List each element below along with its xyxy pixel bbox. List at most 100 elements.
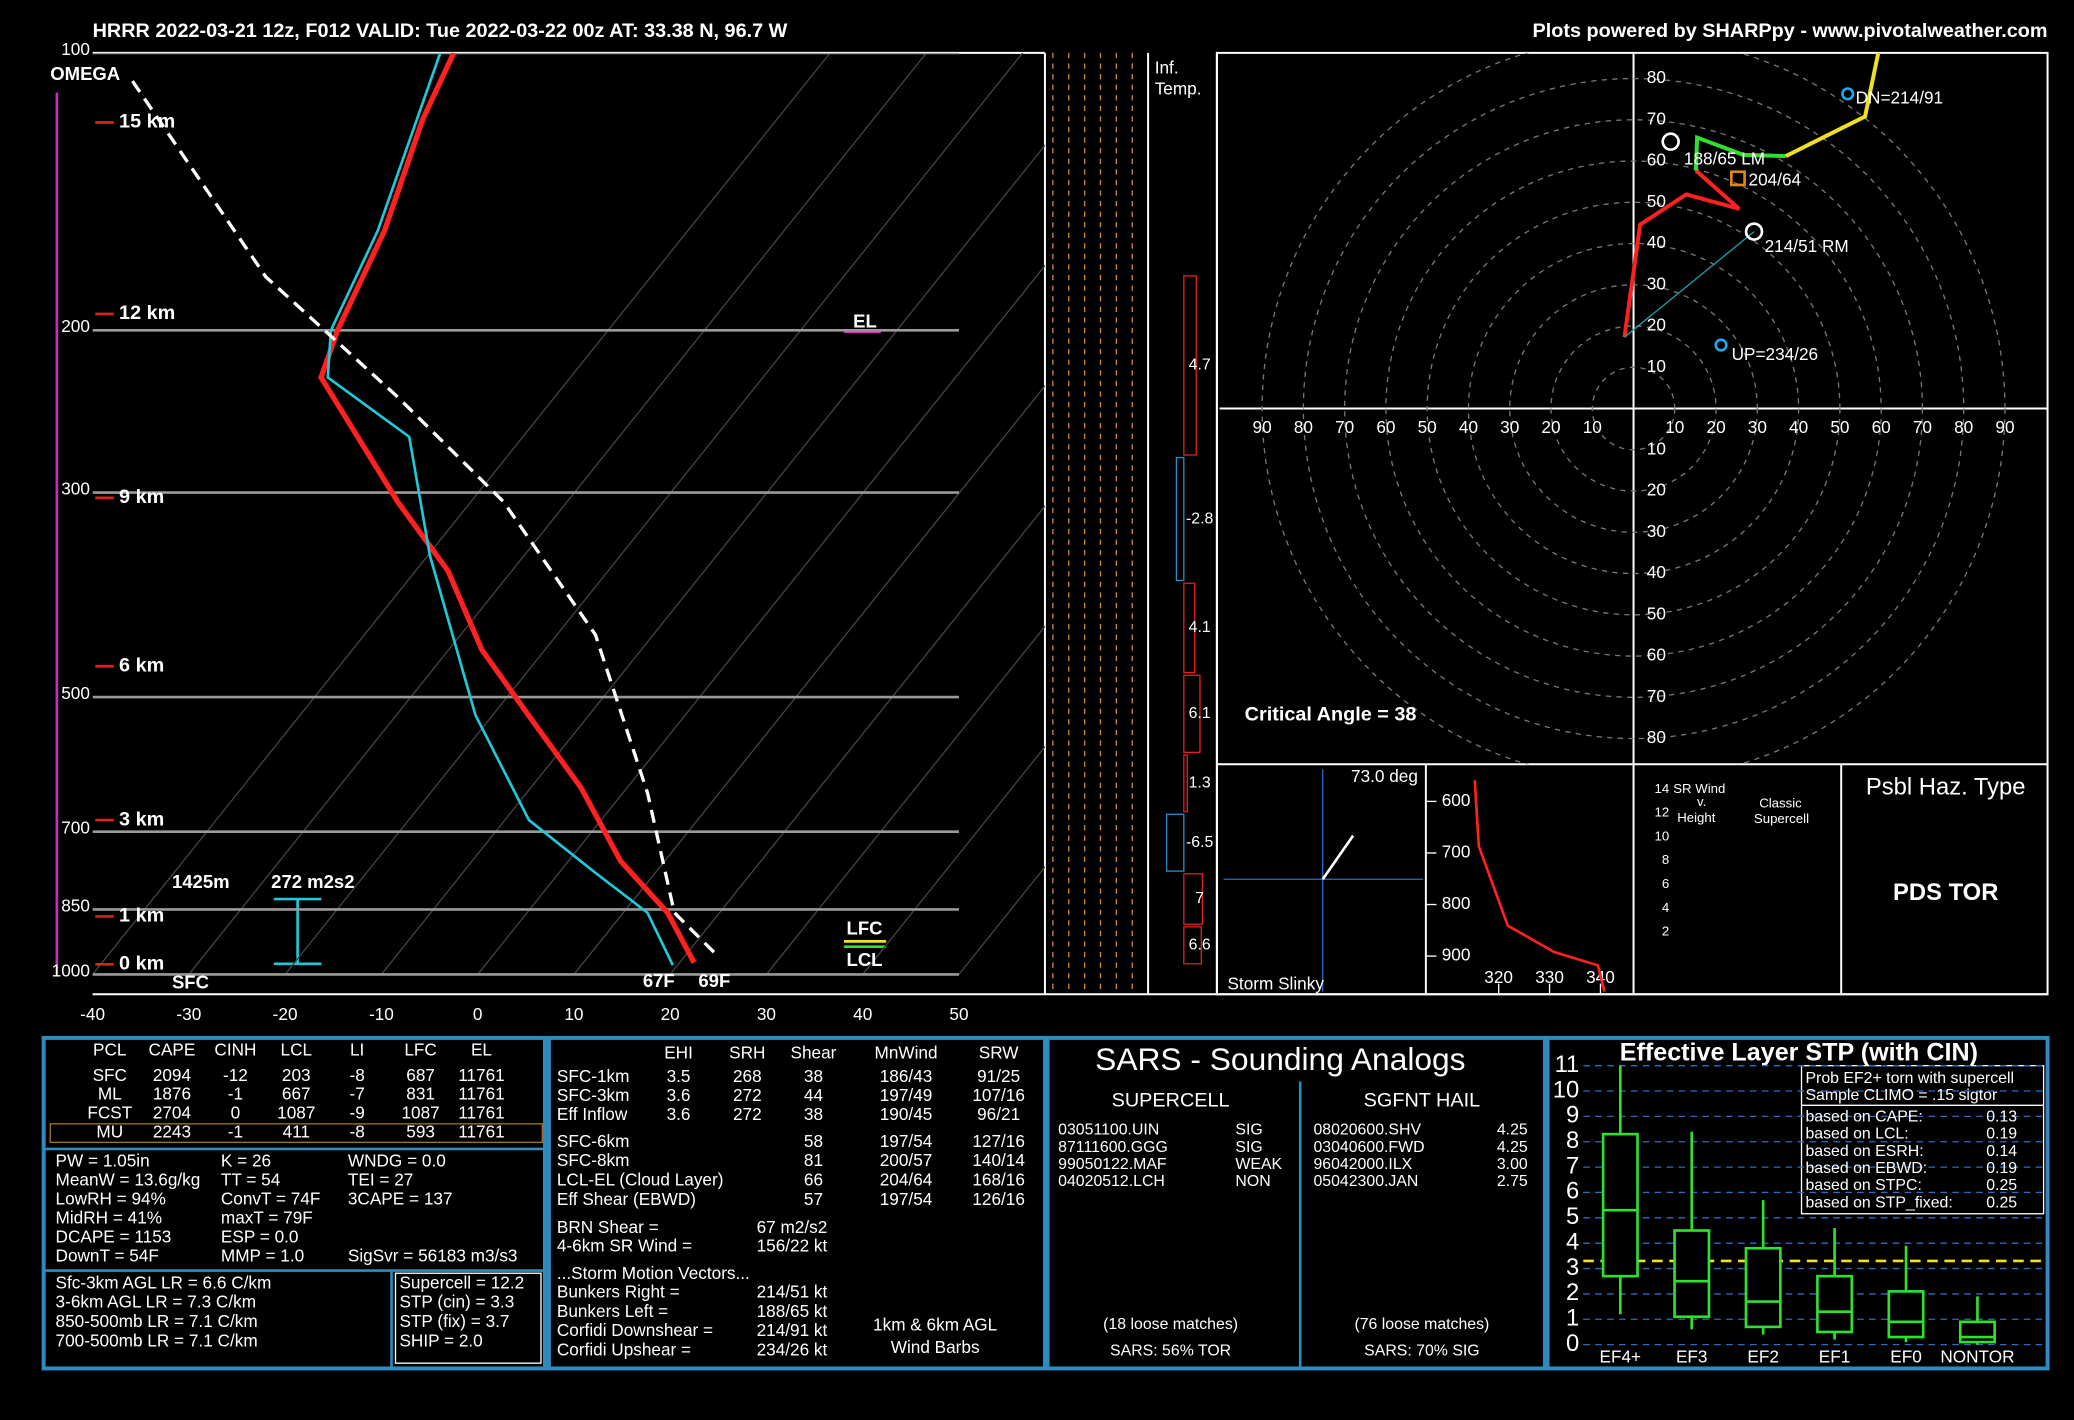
table-header: EHI (664, 1042, 693, 1062)
row-value: 234/26 kt (757, 1340, 828, 1360)
lapse-rate: 3-6km AGL LR = 7.3 C/km (56, 1292, 256, 1312)
table-cell: 44 (804, 1085, 824, 1105)
lapse-rate: Sfc-3km AGL LR = 6.6 C/km (56, 1272, 272, 1292)
row-label: Bunkers Right = (557, 1282, 680, 1302)
y-tick-label: 6 (1662, 876, 1669, 891)
height-label: 6 km (119, 654, 164, 676)
hodo-ring (1591, 366, 1676, 451)
x-tick-label: 10 (564, 1004, 583, 1024)
y-tick-label: 4 (1662, 900, 1669, 915)
inftemp-bar (1183, 674, 1201, 753)
y-tick-label: 8 (1662, 852, 1669, 867)
hodo-tick-label: 40 (1789, 417, 1808, 437)
legend-title: Sample CLIMO = .15 sigtor (1805, 1087, 1997, 1104)
table-header: CAPE (149, 1040, 196, 1060)
srwind-label: Supercell (1754, 811, 1809, 826)
hodo-tick-label: 60 (1872, 417, 1891, 437)
table-cell: 81 (804, 1150, 823, 1170)
hodo-point (1730, 170, 1746, 187)
row-label: 4-6km SR Wind = (557, 1236, 692, 1256)
hodo-ring (1343, 119, 1924, 698)
index: ESP = 0.0 (221, 1226, 299, 1246)
legend-value: 0.13 (1986, 1108, 2017, 1125)
height-label: 15 km (119, 111, 175, 133)
inftemp-value: 4.7 (1189, 357, 1211, 374)
x-tick-label: NONTOR (1940, 1346, 2014, 1366)
chart-title: Effective Layer STP (with CIN) (1620, 1038, 1978, 1066)
table-cell: 2094 (153, 1065, 192, 1085)
row-value: 188/65 kt (757, 1301, 828, 1321)
box (1673, 1229, 1711, 1319)
y-tick-label: 600 (1442, 790, 1471, 810)
table-cell: -9 (349, 1103, 364, 1123)
sars-class: SIG (1235, 1122, 1262, 1139)
hodo-ring (1302, 77, 1965, 740)
index: WNDG = 0.0 (348, 1151, 446, 1171)
legend-label: based on STP_fixed: (1805, 1194, 1952, 1211)
rm-line (1624, 231, 1755, 338)
table-header: LFC (404, 1040, 436, 1060)
table-header: Shear (791, 1042, 837, 1062)
legend-title: Prob EF2+ torn with supercell (1805, 1070, 2014, 1087)
annotation: 69F (698, 970, 730, 991)
index: DCAPE = 1153 (56, 1226, 172, 1246)
table-header: LCL (281, 1040, 313, 1060)
hodo-tick-label: 30 (1500, 417, 1519, 437)
y-tick-label: 200 (61, 316, 90, 336)
table-cell: 3.6 (667, 1085, 691, 1105)
hodo-ring (1550, 325, 1717, 492)
sars-column-title: SGFNT HAIL (1364, 1090, 1480, 1112)
table-cell: 186/43 (880, 1066, 933, 1086)
index: TT = 54 (221, 1170, 281, 1190)
table-cell: 268 (733, 1066, 762, 1086)
sars-title: SARS - Sounding Analogs (1095, 1041, 1465, 1077)
sars-date: 03051100.UIN (1058, 1122, 1159, 1139)
row-value: 67 m2/s2 (757, 1217, 828, 1237)
table-cell: 203 (282, 1065, 311, 1085)
x-tick-label: EF3 (1676, 1346, 1708, 1366)
hodo-tick-label: 20 (1647, 315, 1666, 335)
legend-label: based on STPC: (1805, 1177, 1921, 1194)
x-tick-label: 50 (949, 1004, 968, 1024)
hodo-tick-label: 90 (1253, 417, 1272, 437)
inftemp-bar (1183, 873, 1203, 925)
legend-label: based on EBWD: (1805, 1160, 1927, 1177)
sars-class: 2.75 (1497, 1173, 1528, 1190)
table-cell: 197/54 (880, 1131, 933, 1151)
x-tick-label: -10 (369, 1004, 394, 1024)
table-cell: 1087 (401, 1103, 439, 1123)
hodo-tick-label: 40 (1647, 562, 1666, 582)
inftemp-value: 6.6 (1189, 937, 1211, 954)
hodo-tick-label: 70 (1647, 108, 1666, 128)
profile-line (130, 79, 716, 954)
inftemp-value: 7 (1195, 890, 1204, 907)
inftemp-bar (1183, 275, 1197, 456)
table-cell: 58 (804, 1131, 823, 1151)
annotation: OMEGA (50, 63, 120, 84)
y-tick-label: 7 (1566, 1152, 1579, 1179)
isotherm (669, 505, 1045, 975)
y-tick-label: 4 (1566, 1228, 1579, 1255)
thetae-line (1473, 780, 1606, 993)
table-header: EL (471, 1040, 492, 1060)
hodo-tick-label: 20 (1707, 417, 1726, 437)
table-cell: 11761 (458, 1065, 505, 1085)
table-cell: -7 (349, 1084, 364, 1104)
table-cell: -1 (228, 1084, 243, 1104)
table-cell: 127/16 (972, 1131, 1025, 1151)
x-tick-label: -20 (273, 1004, 298, 1024)
hodo-tick-label: 80 (1647, 727, 1666, 747)
x-tick-label: EF0 (1890, 1346, 1922, 1366)
table-cell: 57 (804, 1189, 823, 1209)
sars-class: 4.25 (1497, 1139, 1528, 1156)
table-cell: 667 (282, 1084, 311, 1104)
legend-label: based on ESRH: (1805, 1143, 1923, 1160)
isotherm (284, 52, 1024, 975)
frames (41, 51, 2050, 1371)
hodo-point (1744, 222, 1764, 241)
row-label: SFC-8km (557, 1150, 630, 1170)
index: MMP = 1.0 (221, 1245, 304, 1265)
hazard-value: PDS TOR (1893, 879, 1998, 906)
hodo-tick-label: 90 (1995, 417, 2014, 437)
hodo-point-label: 188/65 LM (1684, 149, 1765, 169)
